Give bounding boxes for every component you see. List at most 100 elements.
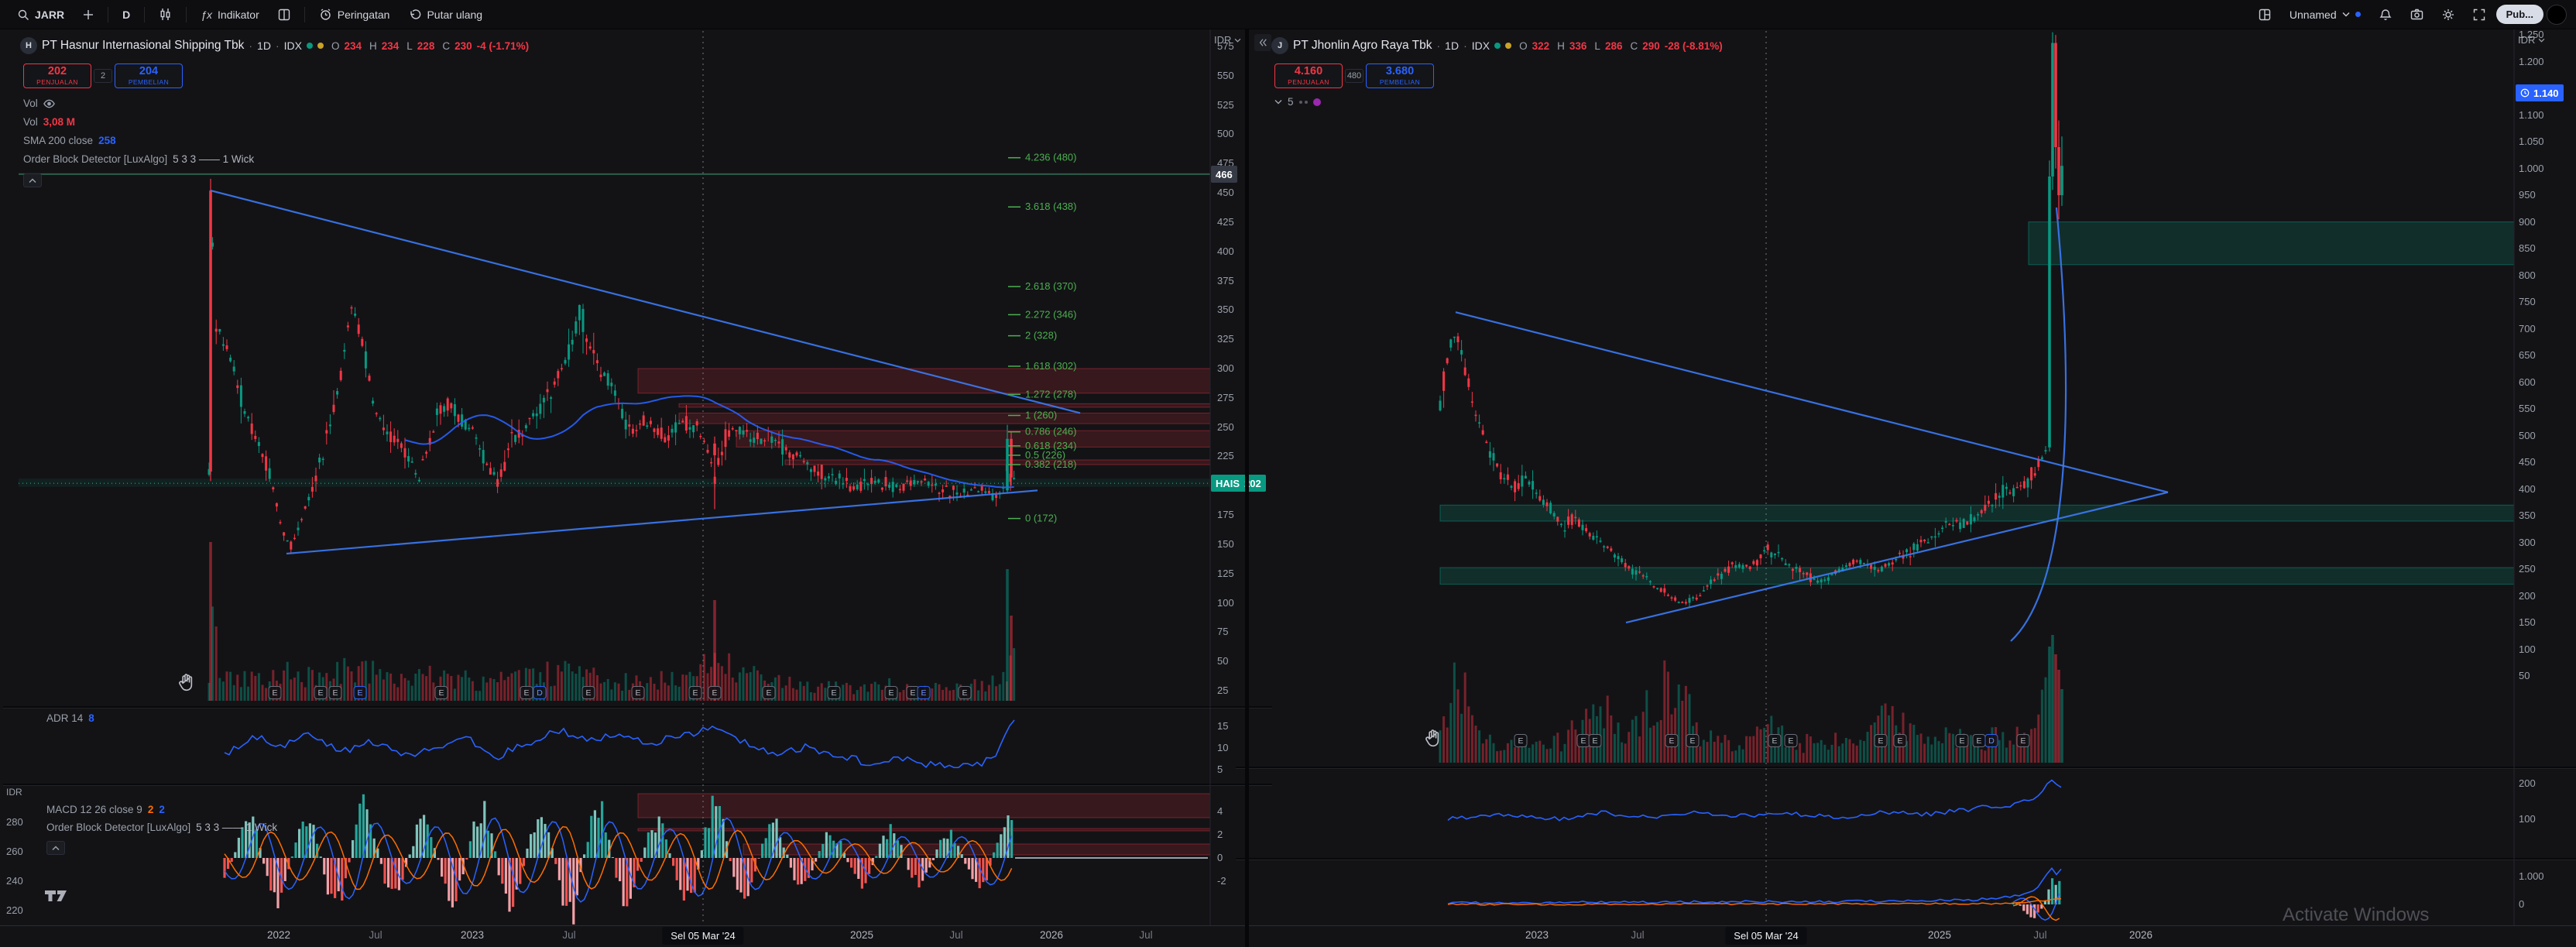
earnings-badge[interactable]: E [827,686,841,699]
data-delay-dot[interactable] [1505,43,1512,49]
symbol-title[interactable]: PT Jhonlin Agro Raya Tbk [1293,39,1432,52]
symbol-search[interactable]: JARR [9,4,72,26]
indicator-name: Order Block Detector [LuxAlgo] [46,822,191,833]
time-axis-right[interactable] [1249,925,2576,947]
indicator-row-adr[interactable]: ADR 14 8 [46,712,94,724]
exchange-label[interactable]: IDX [1471,39,1490,52]
earnings-badge[interactable]: E [2016,734,2030,747]
panel-divider[interactable] [1245,29,1249,947]
earnings-badge[interactable]: E [1514,734,1528,747]
earnings-badge[interactable]: E [884,686,898,699]
alert-price-label[interactable]: 1.140 [2516,84,2564,101]
sell-button[interactable]: 202 PENJUALAN [23,63,91,88]
hand-cursor-icon [177,672,198,694]
indicator-params: 5 3 3 —— 1 Wick [173,153,255,165]
account-avatar[interactable] [2547,4,2567,25]
fullscreen-button[interactable] [2465,4,2493,26]
multichart-layout-button[interactable] [2251,4,2279,26]
collapsed-indicators-row[interactable]: 5 [1274,96,1321,108]
alert-button[interactable]: Peringatan [311,4,398,26]
earnings-badge[interactable]: E [688,686,702,699]
earnings-badge[interactable]: E [434,686,448,699]
earnings-badge[interactable]: E [1893,734,1907,747]
indicator-count: 5 [1288,96,1294,108]
screenshot-button[interactable] [2403,4,2431,26]
adr-axis-label: 15 [1217,720,1229,732]
earnings-badge[interactable]: E [353,686,367,699]
chart-style-button[interactable] [151,4,180,26]
layout-templates-button[interactable] [270,4,298,26]
earnings-badge[interactable]: E [958,686,972,699]
earnings-badge[interactable]: E [1686,734,1700,747]
toolbar-separator [304,6,305,22]
settings-button[interactable] [2434,4,2462,26]
separator-dot: · [1463,39,1467,52]
publish-button[interactable]: Pub... [2495,5,2543,24]
interval-button[interactable]: D [122,8,131,21]
buy-button[interactable]: 3.680 PEMBELIAN [1366,63,1434,88]
price-axis-label: 350 [1217,304,1234,316]
legend-collapse-button[interactable] [23,173,42,187]
symbol-title[interactable]: PT Hasnur Internasional Shipping Tbk [42,39,245,52]
price-axis-label: 350 [2519,510,2536,522]
layout-name-menu[interactable]: Unnamed [2282,4,2368,26]
earnings-badge[interactable]: E [708,686,722,699]
earnings-badge[interactable]: E [328,686,342,699]
indicator-row-volume[interactable]: Vol 3,08 M [23,116,75,128]
indicator-row-macd[interactable]: MACD 12 26 close 9 2 2 [46,804,165,815]
indicators-button[interactable]: ƒx Indikator [193,4,267,26]
interval-label[interactable]: 1D [257,39,271,52]
earnings-badge[interactable]: E [1588,734,1602,747]
price-axis-currency-right[interactable]: IDR [2518,34,2545,46]
sell-button[interactable]: 4.160 PENJUALAN [1274,63,1343,88]
pane-collapse-button[interactable] [46,841,65,855]
earnings-badge[interactable]: E [520,686,533,699]
tradingview-logo[interactable] [45,887,76,904]
interval-label[interactable]: 1D [1445,39,1460,52]
eye-icon[interactable] [43,99,55,108]
earnings-badge[interactable]: D [533,686,547,699]
instrument-logo[interactable]: H [20,37,37,54]
price-axis-label: 900 [2519,215,2536,228]
indicator-row-vol[interactable]: Vol [23,98,55,109]
notifications-button[interactable] [2372,4,2399,26]
earnings-badge[interactable]: E [917,686,931,699]
price-axis-currency-left[interactable]: IDR [1214,34,1241,46]
market-status-dot[interactable] [306,43,313,49]
indicator-row-orderblock[interactable]: Order Block Detector [LuxAlgo] 5 3 3 —— … [23,153,254,165]
indicator-row-orderblock-macd[interactable]: Order Block Detector [LuxAlgo] 5 3 3 —— … [46,822,277,833]
earnings-badge[interactable]: E [631,686,645,699]
buy-button[interactable]: 204 PEMBELIAN [115,63,183,88]
price-axis-label: 450 [2519,456,2536,468]
separator-dot: · [249,39,253,52]
price-axis-label: 100 [2519,643,2536,655]
earnings-badge[interactable]: E [1955,734,1969,747]
price-axis-label: 600 [2519,376,2536,388]
hline-price-label[interactable]: 466 [1211,166,1237,183]
indicator-row-sma[interactable]: SMA 200 close 258 [23,135,116,146]
price-axis-label: 400 [2519,482,2536,495]
panel-collapse-button[interactable] [1254,34,1271,51]
price-axis-label: 525 [1217,98,1234,111]
earnings-badge[interactable]: E [1874,734,1888,747]
earnings-badge[interactable]: E [581,686,595,699]
instrument-logo[interactable]: J [1271,37,1288,54]
market-status-dot[interactable] [1494,43,1501,49]
data-delay-dot[interactable] [317,43,324,49]
earnings-badge[interactable]: E [1665,734,1679,747]
earnings-badge[interactable]: E [1972,734,1986,747]
earnings-badge[interactable]: E [314,686,328,699]
earnings-badge[interactable]: E [1784,734,1798,747]
earnings-badge[interactable]: E [268,686,282,699]
exchange-label[interactable]: IDX [283,39,302,52]
replay-button[interactable]: Putar ulang [400,4,490,26]
right-chart-canvas[interactable] [1249,29,2514,925]
earnings-badge[interactable]: E [1768,734,1782,747]
earnings-badge[interactable]: E [762,686,776,699]
time-axis-left[interactable] [0,925,1245,947]
last-price-label[interactable]: HAIS 202 [1211,475,1266,492]
price-axis-label: 550 [2519,403,2536,415]
earnings-badge[interactable]: D [1984,734,1998,747]
left-chart-panes [3,706,1272,925]
symbol-add-button[interactable] [75,4,101,26]
